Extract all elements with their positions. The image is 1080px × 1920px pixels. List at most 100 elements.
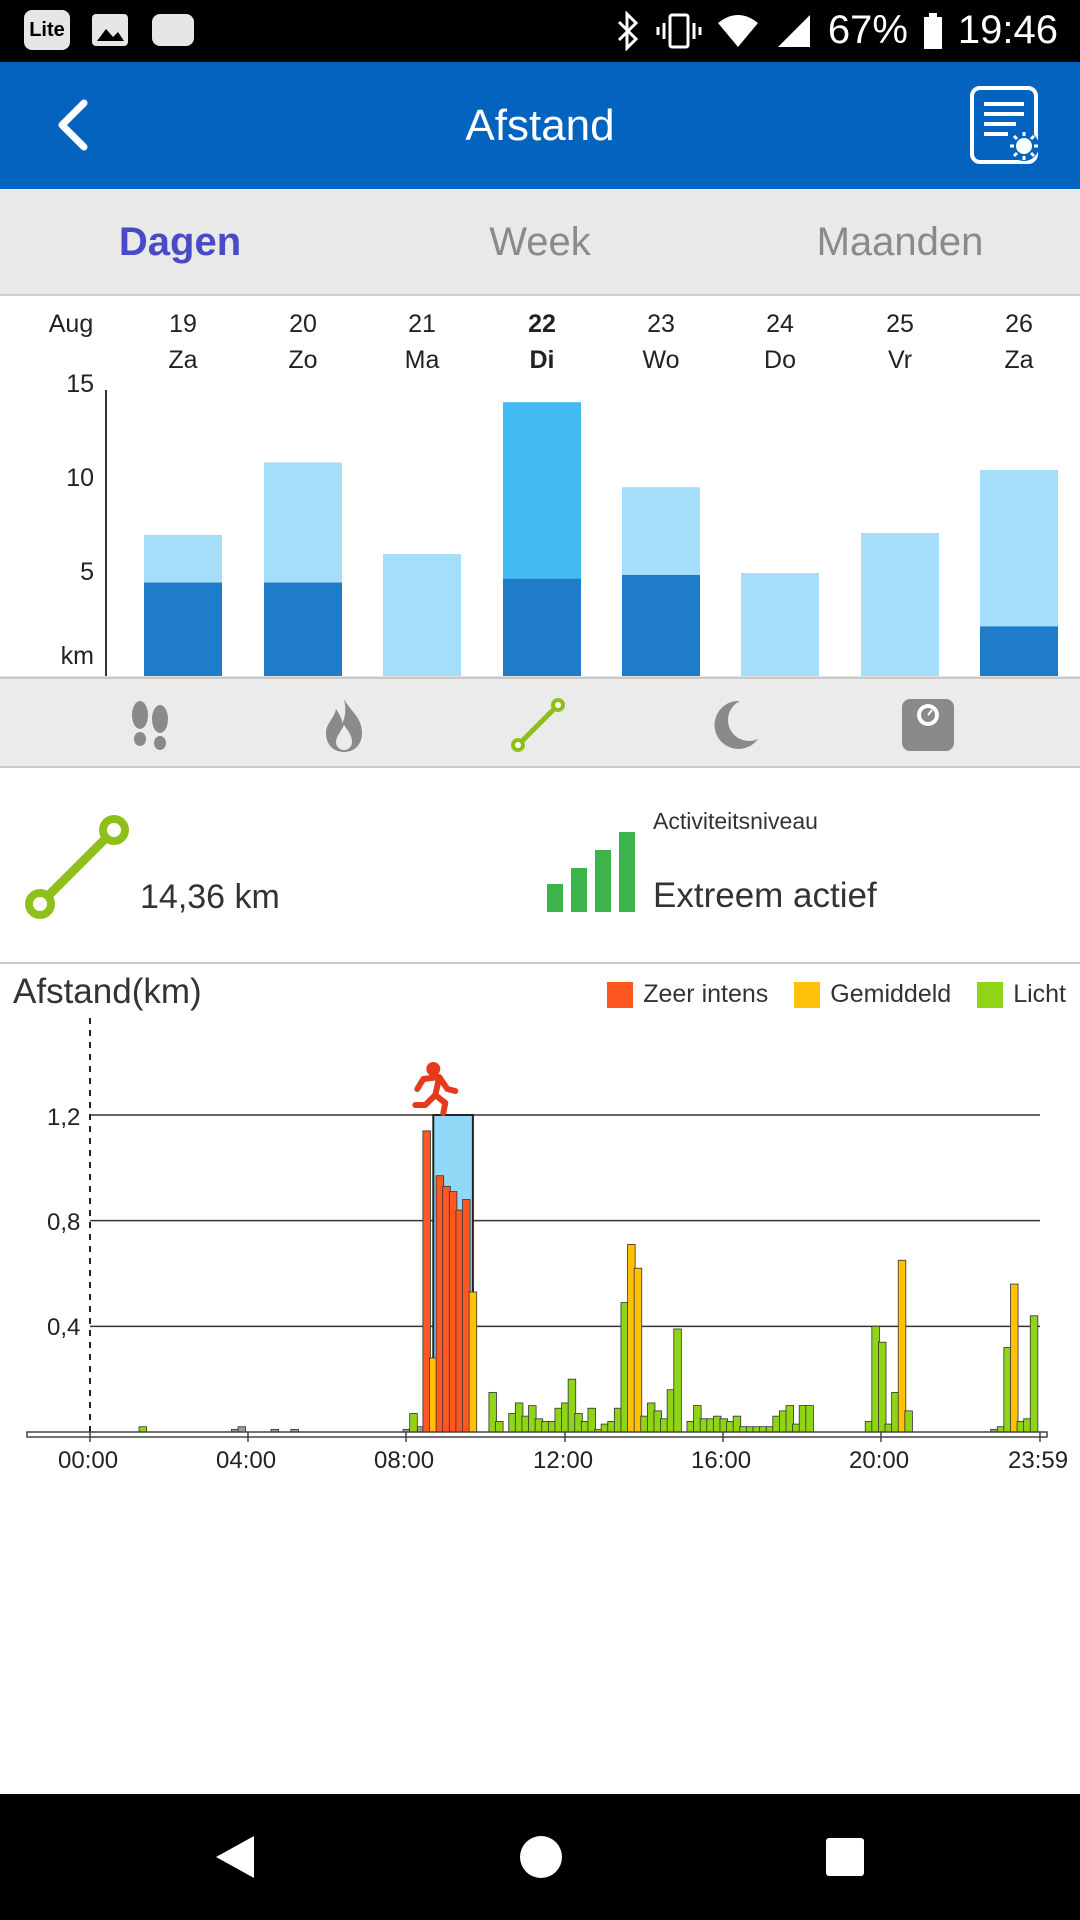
lite-app-icon: Lite bbox=[24, 10, 70, 50]
chart-legend: Zeer intens Gemiddeld Licht bbox=[607, 980, 1066, 1009]
activity-bar bbox=[495, 1421, 504, 1433]
x-tick-label: 20:00 bbox=[849, 1447, 910, 1474]
tab-dagen[interactable]: Dagen bbox=[118, 220, 242, 264]
legend-label: Zeer intens bbox=[643, 980, 769, 1008]
activity-bar bbox=[805, 1405, 814, 1433]
activity-bar bbox=[633, 1267, 643, 1433]
day-date-label[interactable]: 25 bbox=[886, 310, 914, 338]
activity-bar bbox=[237, 1426, 247, 1433]
legend-swatch bbox=[794, 981, 821, 1008]
week-bar-total[interactable] bbox=[741, 573, 819, 676]
day-weekday-label[interactable]: Do bbox=[764, 346, 796, 374]
metric-selector bbox=[0, 677, 1080, 768]
day-date-label[interactable]: 24 bbox=[766, 310, 794, 338]
scale-icon[interactable] bbox=[898, 695, 958, 755]
week-bar-part[interactable] bbox=[503, 578, 581, 676]
activity-bar bbox=[1029, 1315, 1039, 1433]
tab-maanden[interactable]: Maanden bbox=[816, 220, 984, 264]
week-bar-total[interactable] bbox=[383, 553, 461, 676]
activity-level-value: Extreem actief bbox=[653, 876, 877, 915]
week-bar-part[interactable] bbox=[980, 626, 1058, 676]
nav-home-icon[interactable] bbox=[518, 1834, 564, 1880]
x-axis bbox=[26, 1431, 1048, 1438]
day-date-label[interactable]: 21 bbox=[408, 310, 436, 338]
week-bar-part[interactable] bbox=[144, 582, 222, 676]
y-tick: 10 bbox=[66, 464, 94, 492]
bluetooth-icon bbox=[617, 10, 638, 51]
footsteps-icon[interactable] bbox=[120, 695, 180, 755]
report-settings-button[interactable] bbox=[968, 84, 1044, 166]
week-bar-part[interactable] bbox=[622, 574, 700, 676]
activity-level-icon bbox=[547, 832, 635, 912]
chart-title: Afstand(km) bbox=[13, 972, 202, 1011]
day-weekday-label[interactable]: Zo bbox=[288, 346, 318, 374]
activity-level-label: Activiteitsniveau bbox=[653, 808, 818, 834]
y-unit: km bbox=[60, 642, 94, 670]
moon-icon[interactable] bbox=[704, 695, 764, 755]
y-tick: 15 bbox=[66, 370, 94, 398]
day-date-label[interactable]: 22 bbox=[528, 310, 556, 338]
legend-swatch bbox=[607, 981, 634, 1008]
activity-bar bbox=[673, 1328, 682, 1433]
activity-bar bbox=[1010, 1283, 1019, 1433]
running-icon bbox=[412, 1062, 459, 1116]
signal-icon bbox=[777, 14, 810, 47]
day-chart bbox=[26, 1018, 1048, 1442]
month-label: Aug bbox=[48, 310, 94, 338]
x-tick-label: 16:00 bbox=[691, 1447, 752, 1474]
nav-back-icon[interactable] bbox=[212, 1834, 258, 1880]
legend-item: Gemiddeld bbox=[794, 980, 951, 1009]
battery-percent: 67% bbox=[827, 8, 908, 52]
back-button[interactable] bbox=[40, 87, 110, 163]
day-summary: 14,36 km Activiteitsniveau Extreem actie… bbox=[0, 770, 1080, 964]
y-tick-label: 0,4 bbox=[47, 1314, 81, 1341]
flame-icon[interactable] bbox=[314, 695, 374, 755]
clock: 19:46 bbox=[957, 8, 1058, 52]
status-bar: Lite 67% 19:46 bbox=[0, 0, 1080, 62]
day-date-label[interactable]: 23 bbox=[647, 310, 675, 338]
day-weekday-label[interactable]: Za bbox=[1004, 346, 1034, 374]
day-date-label[interactable]: 20 bbox=[289, 310, 317, 338]
activity-bar bbox=[897, 1259, 907, 1433]
period-tabs: Dagen Week Maanden bbox=[0, 189, 1080, 296]
day-weekday-label[interactable]: Za bbox=[168, 346, 198, 374]
x-tick-label: 08:00 bbox=[374, 1447, 435, 1474]
battery-icon bbox=[923, 12, 942, 49]
week-bar-part[interactable] bbox=[264, 582, 342, 676]
y-tick-label: 0,8 bbox=[47, 1209, 81, 1236]
activity-bar bbox=[878, 1341, 887, 1433]
x-tick-label: 04:00 bbox=[216, 1447, 277, 1474]
legend-item: Zeer intens bbox=[607, 980, 768, 1009]
tab-week[interactable]: Week bbox=[489, 220, 591, 264]
legend-label: Licht bbox=[1013, 980, 1066, 1008]
y-tick: 5 bbox=[80, 558, 94, 586]
x-tick-label: 12:00 bbox=[533, 1447, 594, 1474]
day-date-label[interactable]: 26 bbox=[1005, 310, 1033, 338]
system-nav-bar bbox=[0, 1794, 1080, 1920]
activity-bar bbox=[587, 1407, 596, 1433]
activity-bar bbox=[468, 1291, 478, 1433]
x-tick-label: 00:00 bbox=[58, 1447, 119, 1474]
day-weekday-label[interactable]: Di bbox=[529, 346, 555, 374]
app-bar: Afstand bbox=[0, 62, 1080, 189]
week-bar-total[interactable] bbox=[861, 533, 939, 676]
day-weekday-label[interactable]: Wo bbox=[642, 346, 680, 374]
legend-label: Gemiddeld bbox=[830, 980, 952, 1008]
day-weekday-label[interactable]: Vr bbox=[887, 346, 913, 374]
distance-icon bbox=[25, 815, 129, 919]
week-bars bbox=[0, 390, 1080, 680]
activity-bar bbox=[904, 1410, 913, 1433]
image-icon bbox=[92, 14, 128, 46]
distance-icon[interactable] bbox=[508, 695, 568, 755]
y-tick-label: 1,2 bbox=[47, 1104, 81, 1131]
chat-icon bbox=[152, 14, 194, 46]
week-chart: Aug 19 Za 20 Zo 21 Ma 22 Di 23 Wo 24 Do 25 Vr 26 Za 15 … bbox=[0, 298, 1080, 680]
nav-recents-icon[interactable] bbox=[824, 1836, 866, 1878]
day-weekday-label[interactable]: Ma bbox=[404, 346, 440, 374]
x-tick-label: 23:59 bbox=[1008, 1447, 1069, 1474]
wifi-icon bbox=[717, 14, 758, 47]
page-title: Afstand bbox=[465, 101, 615, 150]
day-date-label[interactable]: 19 bbox=[169, 310, 197, 338]
legend-item: Licht bbox=[977, 980, 1066, 1009]
activity-bar bbox=[409, 1413, 418, 1433]
